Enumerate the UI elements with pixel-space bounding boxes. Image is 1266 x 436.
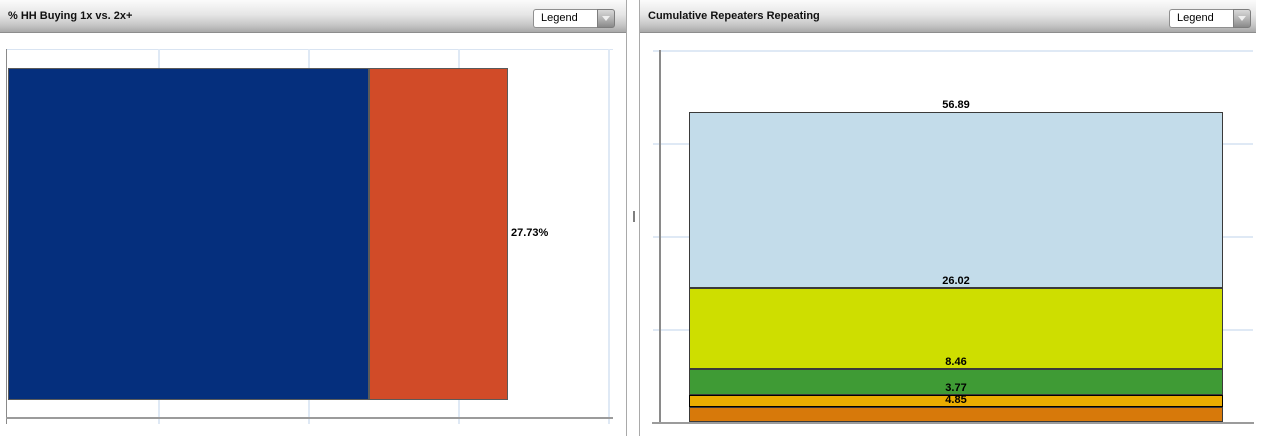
legend-dropdown-arrow-button[interactable] [597,9,615,28]
legend-button[interactable]: Legend [533,9,597,28]
panel-header: Cumulative Repeaters Repeating Legend [640,0,1256,33]
data-label: 3.77 [945,382,967,394]
bar-segment-2[interactable] [689,288,1223,369]
bar-segment-1[interactable] [689,112,1223,288]
panel-title: % HH Buying 1x vs. 2x+ [8,10,133,22]
y-axis-line [659,50,661,424]
bar-segment-2[interactable] [369,68,508,400]
chart-cumulative-repeaters: 56.89 26.02 8.46 3.77 4.85 [640,0,1256,436]
bar-segment-4[interactable] [689,395,1223,407]
gridline [653,50,1253,52]
data-label: 26.02 [942,275,970,287]
legend-dropdown[interactable]: Legend [533,9,615,28]
chevron-down-icon [602,16,610,21]
panel-header: % HH Buying 1x vs. 2x+ Legend [0,0,626,33]
panel-splitter[interactable] [626,0,640,436]
chevron-down-icon [1238,16,1246,21]
splitter-grip-icon[interactable] [633,211,635,222]
gridline [608,49,610,424]
panel-cumulative-repeaters: Cumulative Repeaters Repeating Legend 56… [640,0,1256,436]
bar-segment-5[interactable] [689,407,1223,422]
legend-dropdown[interactable]: Legend [1169,9,1251,28]
bar-segment-1[interactable] [8,68,369,400]
data-label: 4.85 [945,394,967,406]
panel-title: Cumulative Repeaters Repeating [648,10,820,22]
legend-dropdown-arrow-button[interactable] [1233,9,1251,28]
y-axis-line [6,49,7,424]
data-label: 56.89 [942,99,970,111]
x-axis-line [652,422,1254,424]
data-label: 8.46 [945,356,967,368]
chart-hh-buying: 72.27%27.73% [0,0,626,436]
panel-hh-buying: % HH Buying 1x vs. 2x+ Legend 72.27%27.7… [0,0,626,436]
legend-button[interactable]: Legend [1169,9,1233,28]
x-axis-line [6,417,613,419]
data-label: 27.73% [511,227,549,239]
bar-segment-3[interactable] [689,369,1223,395]
